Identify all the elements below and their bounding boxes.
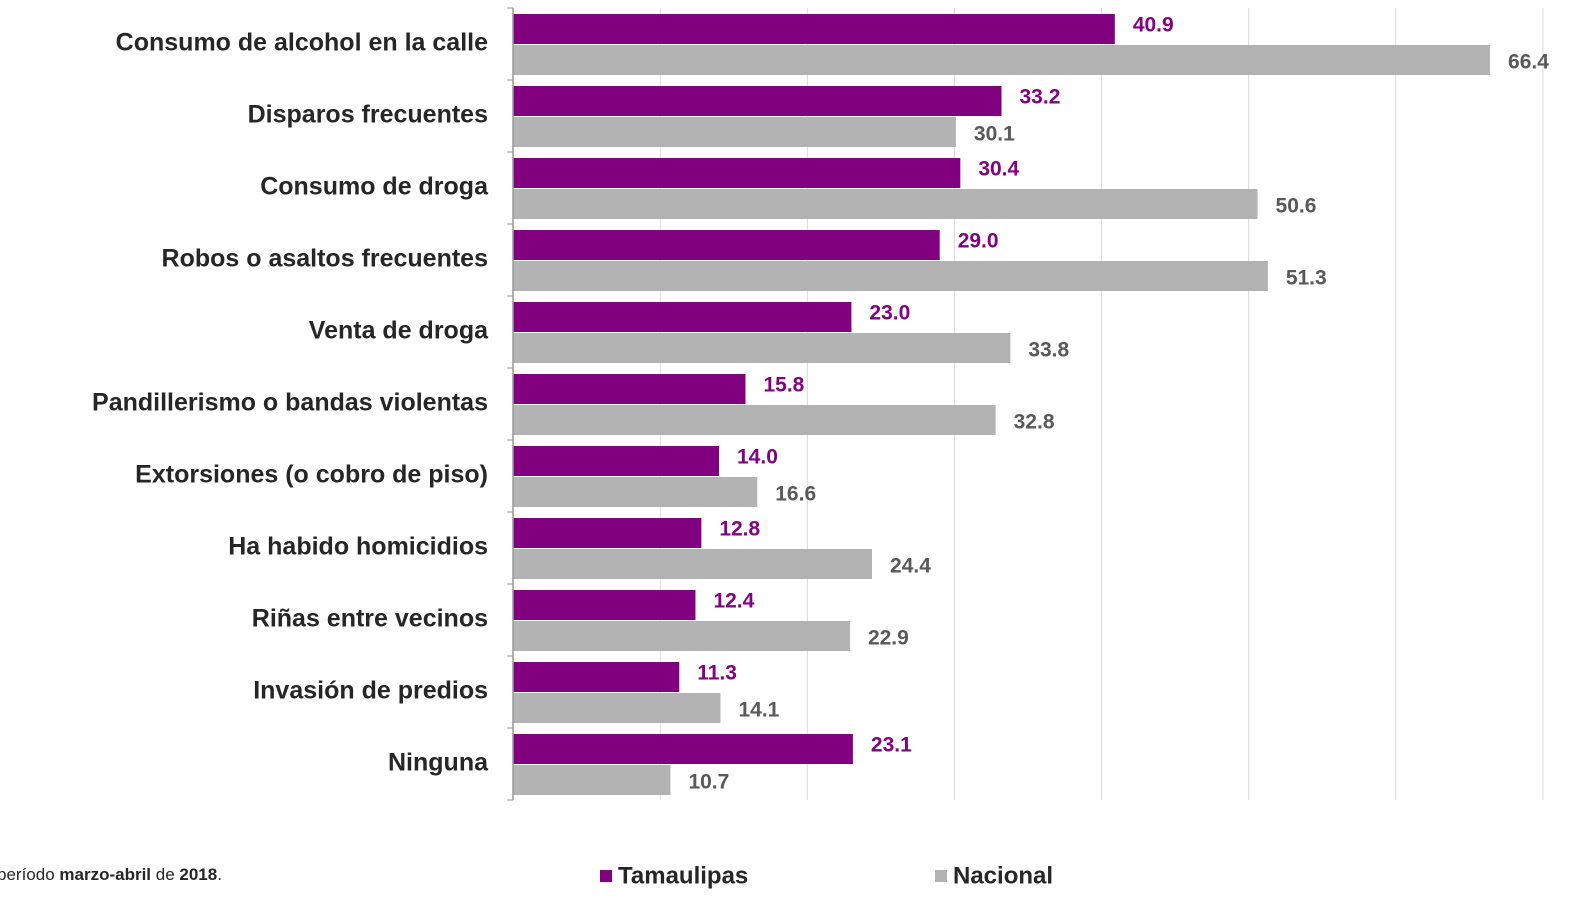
value-label: 29.0 bbox=[958, 230, 999, 253]
value-label: 15.8 bbox=[763, 374, 804, 397]
bar bbox=[513, 189, 1258, 219]
y-tick-label: Ninguna bbox=[388, 749, 489, 777]
bar bbox=[513, 117, 956, 147]
bar bbox=[513, 14, 1115, 44]
value-label: 14.1 bbox=[738, 699, 779, 722]
bar bbox=[513, 446, 719, 476]
bar bbox=[513, 230, 940, 260]
bar bbox=[513, 734, 853, 764]
value-label: 50.6 bbox=[1276, 195, 1317, 218]
value-label: 33.8 bbox=[1028, 339, 1069, 362]
legend-label: Nacional bbox=[953, 862, 1053, 889]
value-label: 30.4 bbox=[978, 158, 1019, 181]
bar bbox=[513, 549, 873, 579]
y-tick-label: Invasión de predios bbox=[253, 677, 488, 705]
footnote: período marzo-abril de 2018. bbox=[0, 865, 222, 884]
y-tick-label: Pandillerismo o bandas violentas bbox=[92, 389, 488, 417]
y-tick-label: Venta de droga bbox=[309, 317, 489, 345]
bar bbox=[513, 86, 1002, 116]
y-tick-label: Disparos frecuentes bbox=[248, 101, 488, 129]
bar bbox=[513, 518, 702, 548]
bar bbox=[513, 621, 850, 651]
value-label: 16.6 bbox=[775, 483, 816, 506]
value-label: 30.1 bbox=[974, 123, 1015, 146]
y-tick-label: Consumo de droga bbox=[260, 173, 489, 201]
bar bbox=[513, 261, 1268, 291]
bar bbox=[513, 693, 721, 723]
value-label: 23.0 bbox=[869, 302, 910, 325]
value-label: 40.9 bbox=[1133, 14, 1174, 37]
note-part: . bbox=[217, 865, 222, 884]
y-tick-label: Robos o asaltos frecuentes bbox=[162, 245, 488, 273]
legend-label: Tamaulipas bbox=[618, 862, 748, 889]
value-label: 12.4 bbox=[713, 590, 754, 613]
y-tick-label: Consumo de alcohol en la calle bbox=[116, 29, 488, 57]
y-tick-label: Riñas entre vecinos bbox=[252, 605, 488, 633]
value-label: 51.3 bbox=[1286, 267, 1327, 290]
bar bbox=[513, 477, 758, 507]
value-label: 32.8 bbox=[1014, 411, 1055, 434]
bar bbox=[513, 590, 696, 620]
legend-swatch bbox=[600, 870, 612, 882]
bar bbox=[513, 302, 852, 332]
value-label: 23.1 bbox=[871, 734, 912, 757]
note-part: marzo-abril bbox=[59, 865, 151, 884]
value-label: 11.3 bbox=[697, 662, 737, 685]
note-part: 2018 bbox=[179, 865, 217, 884]
note-part: período bbox=[0, 865, 59, 884]
legend-swatch bbox=[935, 870, 947, 882]
note-part: de bbox=[151, 865, 179, 884]
bar bbox=[513, 405, 996, 435]
value-label: 66.4 bbox=[1508, 51, 1549, 74]
value-label: 12.8 bbox=[719, 518, 760, 541]
bar bbox=[513, 45, 1491, 75]
bar bbox=[513, 333, 1011, 363]
bar bbox=[513, 374, 746, 404]
value-label: 33.2 bbox=[1020, 86, 1061, 109]
bar bbox=[513, 765, 671, 795]
y-tick-label: Ha habido homicidios bbox=[228, 533, 488, 561]
value-label: 24.4 bbox=[890, 555, 931, 578]
bar bbox=[513, 662, 680, 692]
value-label: 14.0 bbox=[737, 446, 778, 469]
bar bbox=[513, 158, 961, 188]
value-label: 22.9 bbox=[868, 627, 909, 650]
value-label: 10.7 bbox=[688, 771, 729, 794]
y-tick-label: Extorsiones (o cobro de piso) bbox=[135, 461, 488, 489]
